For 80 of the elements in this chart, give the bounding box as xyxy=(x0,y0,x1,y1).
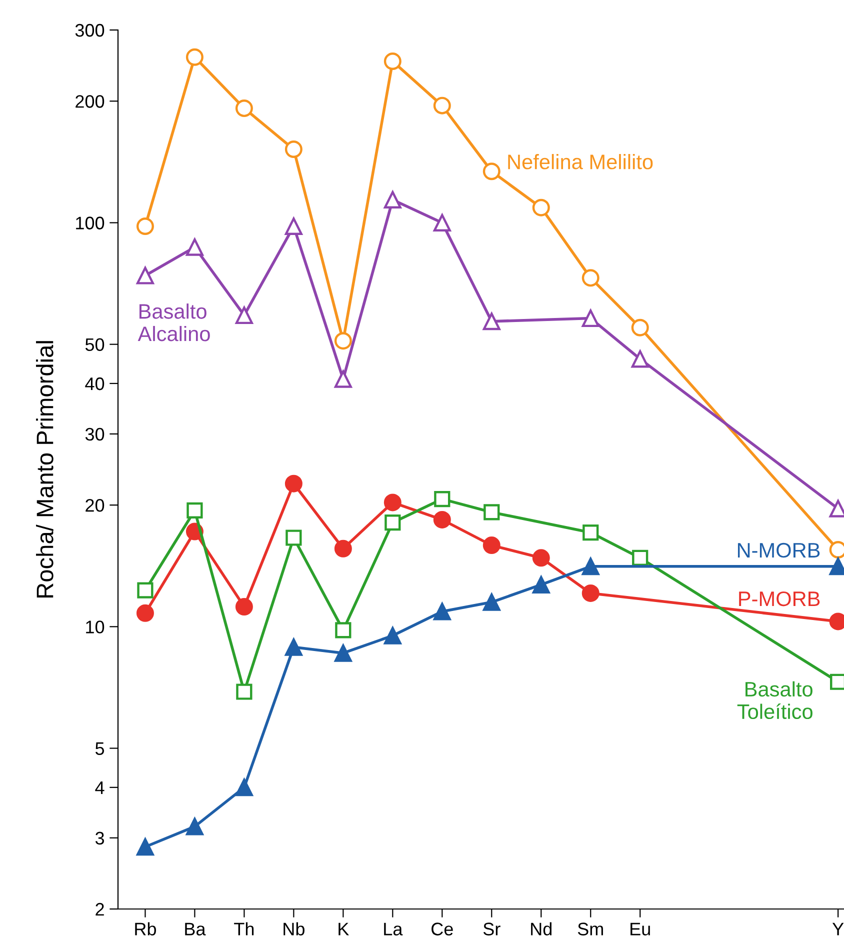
point xyxy=(484,504,500,520)
point xyxy=(482,162,500,180)
x-tick-label: Nb xyxy=(284,922,304,936)
series-label: Basalto Alcalino xyxy=(138,304,210,342)
point xyxy=(434,490,450,508)
point xyxy=(235,100,253,118)
point xyxy=(384,494,402,512)
point xyxy=(582,584,600,602)
x-tick-label: Th xyxy=(234,922,254,936)
point xyxy=(582,269,600,287)
point xyxy=(284,638,302,656)
point xyxy=(334,540,352,558)
point xyxy=(532,576,550,594)
x-tick-label: Y xyxy=(832,922,844,936)
series-label: Nefelina Melilito xyxy=(508,154,653,170)
x-tick-label: La xyxy=(384,922,403,936)
x-tick-label: Nd xyxy=(531,922,552,936)
point xyxy=(433,96,451,114)
point xyxy=(631,318,649,336)
series-label: P-MORB xyxy=(739,591,820,606)
y-tick-label: 30 xyxy=(85,428,104,441)
x-tick-label: Rb xyxy=(135,922,156,936)
point xyxy=(334,332,352,350)
point xyxy=(482,593,500,611)
point xyxy=(582,310,600,328)
point xyxy=(433,510,451,528)
x-tick-label: Eu xyxy=(630,922,650,936)
y-tick-label: 40 xyxy=(85,377,104,390)
point xyxy=(384,514,401,531)
point xyxy=(582,558,600,576)
point xyxy=(235,778,253,796)
point xyxy=(631,350,649,368)
point xyxy=(334,370,352,388)
point xyxy=(284,474,302,492)
y-tick-label: 4 xyxy=(95,782,104,794)
y-axis-title: Rocha/ Manto Primordial xyxy=(36,341,54,598)
point xyxy=(532,549,550,567)
y-tick-label: 300 xyxy=(75,24,104,37)
point xyxy=(532,198,550,216)
point xyxy=(236,684,252,700)
point xyxy=(334,644,352,662)
point xyxy=(186,502,203,518)
point xyxy=(136,604,154,622)
point xyxy=(632,550,648,566)
point xyxy=(284,218,302,236)
point xyxy=(136,218,154,236)
point xyxy=(384,52,402,70)
x-tick-label: Ba xyxy=(185,922,206,936)
y-tick-label: 50 xyxy=(85,338,104,352)
point xyxy=(137,582,154,598)
x-tick-label: Ce xyxy=(432,922,453,936)
y-tick-label: 200 xyxy=(76,95,104,108)
point xyxy=(433,214,451,232)
point xyxy=(235,306,253,324)
y-tick-label: 3 xyxy=(95,832,104,845)
point xyxy=(482,536,500,554)
y-tick-label: 5 xyxy=(95,742,104,755)
point xyxy=(136,266,154,284)
point xyxy=(186,48,204,66)
point xyxy=(235,598,253,616)
point xyxy=(284,140,302,158)
y-tick-label: 10 xyxy=(86,620,104,634)
point xyxy=(186,238,204,256)
point xyxy=(186,818,204,836)
series-label: N-MORB xyxy=(738,542,820,558)
x-tick-label: K xyxy=(338,922,349,936)
series-label: Basalto Toleítico xyxy=(737,681,812,720)
y-tick-label: 100 xyxy=(76,216,104,230)
y-tick-label: 2 xyxy=(96,902,104,916)
point xyxy=(384,190,402,208)
point xyxy=(286,530,302,546)
x-tick-label: Sm xyxy=(578,922,603,936)
x-tick-label: Sr xyxy=(483,922,500,936)
point xyxy=(582,524,599,541)
point xyxy=(384,626,402,644)
point xyxy=(433,602,451,620)
point xyxy=(482,312,500,330)
point xyxy=(335,622,352,638)
point xyxy=(136,838,154,856)
y-tick-label: 20 xyxy=(86,499,104,512)
